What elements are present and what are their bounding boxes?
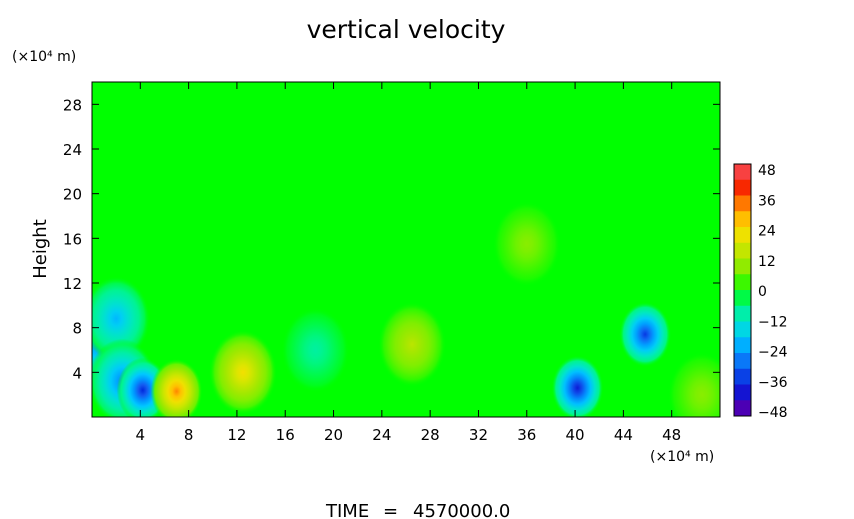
- colorbar-swatch: [734, 227, 751, 244]
- colorbar-label: 36: [758, 193, 776, 209]
- x-tick-label: 24: [372, 426, 391, 444]
- time-value: 4570000.0: [413, 501, 510, 519]
- x-tick-label: 28: [421, 426, 440, 444]
- x-tick-label: 20: [324, 426, 343, 444]
- colorbar-swatch: [734, 368, 751, 385]
- colorbar-swatch: [734, 337, 751, 354]
- time-equals: =: [383, 501, 398, 519]
- time-footer: TIME = 4570000.0: [325, 501, 510, 519]
- colorbar-swatch: [734, 164, 751, 181]
- velocity-feature: [92, 276, 151, 362]
- y-tick-label: 28: [63, 96, 82, 114]
- y-axis-unit: (×10⁴ m): [12, 49, 76, 65]
- colorbar-swatch: [734, 179, 751, 196]
- x-tick-label: 48: [662, 426, 681, 444]
- colorbar-swatch: [734, 274, 751, 291]
- x-tick-label: 36: [517, 426, 536, 444]
- velocity-feature: [492, 201, 561, 287]
- velocity-feature: [378, 301, 447, 387]
- colorbar-swatch: [734, 353, 751, 370]
- x-axis-unit: (×10⁴ m): [650, 449, 714, 465]
- colorbar-label: 24: [758, 224, 776, 240]
- colorbar-label: −48: [758, 405, 788, 421]
- y-tick-label: 20: [63, 186, 82, 204]
- y-tick-label: 16: [63, 230, 82, 248]
- colorbar-swatch: [734, 242, 751, 259]
- x-axis-ticks: 4 8 12 16 20 24 28 32 36 40 44 48: [136, 82, 681, 444]
- x-tick-label: 32: [469, 426, 488, 444]
- colorbar-swatch: [734, 305, 751, 322]
- velocity-field: [92, 201, 720, 417]
- chart-title: vertical velocity: [307, 15, 506, 44]
- y-tick-label: 12: [63, 275, 82, 293]
- colorbar: 48 36 24 12 0 −12 −24 −36 −48: [733, 163, 788, 421]
- colorbar-swatch: [734, 400, 751, 417]
- x-tick-label: 12: [227, 426, 246, 444]
- x-tick-label: 44: [614, 426, 633, 444]
- velocity-feature: [667, 352, 720, 417]
- colorbar-label: −12: [758, 314, 788, 330]
- colorbar-swatch: [734, 258, 751, 275]
- plot-area: [91, 81, 721, 418]
- x-tick-label: 4: [136, 426, 146, 444]
- velocity-feature: [208, 329, 277, 415]
- colorbar-label: 48: [758, 163, 776, 179]
- x-tick-label: 40: [566, 426, 585, 444]
- y-tick-label: 8: [72, 320, 82, 338]
- colorbar-label: 0: [758, 284, 767, 300]
- x-tick-label: 16: [276, 426, 295, 444]
- colorbar-swatch: [734, 290, 751, 307]
- colorbar-swatch: [734, 211, 751, 228]
- velocity-feature: [619, 301, 672, 367]
- colorbar-swatch: [734, 321, 751, 338]
- colorbar-swatch: [734, 384, 751, 401]
- colorbar-frame: [733, 163, 752, 417]
- colorbar-label: −36: [758, 375, 788, 391]
- velocity-feature: [551, 355, 604, 417]
- plot-frame: [91, 81, 721, 418]
- velocity-feature: [150, 358, 203, 417]
- time-label: TIME: [325, 501, 369, 519]
- y-axis-ticks: 4 8 12 16 20 24 28: [63, 96, 720, 382]
- y-tick-label: 24: [63, 141, 82, 159]
- colorbar-label: −24: [758, 345, 788, 361]
- y-axis-label: Height: [30, 219, 51, 279]
- colorbar-label: 12: [758, 254, 776, 270]
- y-tick-label: 4: [72, 364, 82, 382]
- colorbar-swatch: [734, 195, 751, 212]
- velocity-feature: [281, 307, 350, 393]
- x-tick-label: 8: [184, 426, 194, 444]
